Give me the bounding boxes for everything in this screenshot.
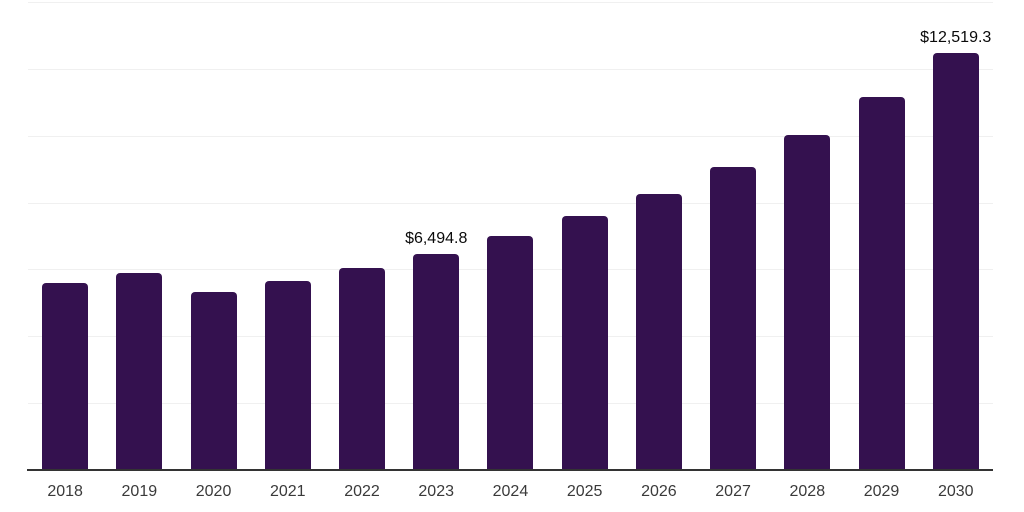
bar-2019	[116, 273, 163, 471]
x-tick-label-2025: 2025	[566, 483, 603, 500]
bar-slot-2028	[770, 3, 844, 471]
bar-2021	[264, 281, 311, 471]
x-tick-label-2018: 2018	[47, 483, 83, 500]
bar-slot-2026	[622, 3, 696, 471]
bar-2028	[784, 134, 831, 471]
bar-2018	[42, 283, 89, 471]
x-tick-label-2024: 2024	[492, 483, 529, 500]
x-tick-label-2022: 2022	[344, 483, 380, 500]
x-tick-label-2026: 2026	[641, 483, 677, 500]
data-label-2023: $6,494.8	[405, 229, 468, 247]
x-tick-label-2021: 2021	[269, 483, 306, 500]
bar-slot-2018	[28, 3, 102, 471]
bar-2022	[338, 268, 385, 471]
bar-2024	[487, 236, 534, 471]
bars-container: $6,494.8 $12,519.3	[28, 3, 993, 471]
x-tick-label-2028: 2028	[789, 483, 826, 500]
x-tick-label-2019: 2019	[121, 483, 158, 500]
x-axis-labels: 2018 2019 2020 2021 2022 2023 2024 2025 2026 2027…	[28, 482, 993, 501]
gridline-12000	[28, 68, 993, 70]
x-axis-line	[27, 469, 993, 471]
bar-slot-2019	[102, 3, 176, 471]
bar-slot-2030: $12,519.3	[919, 3, 993, 471]
bar-slot-2029	[845, 3, 919, 471]
bar-slot-2020	[177, 3, 251, 471]
bar-slot-2025	[548, 3, 622, 471]
x-tick-label-2020: 2020	[195, 483, 232, 500]
x-tick-label-2030: 2030	[937, 483, 974, 500]
bar-2020	[190, 291, 237, 471]
bar-2029	[858, 97, 905, 471]
bar-2025	[561, 216, 608, 471]
bar-slot-2022	[325, 3, 399, 471]
gridline-14000	[28, 2, 993, 3]
data-label-2030: $12,519.3	[920, 28, 992, 46]
bar-2026	[635, 193, 682, 471]
bar-slot-2027	[696, 3, 770, 471]
bar-slot-2024	[473, 3, 547, 471]
gridline-10000	[28, 135, 993, 137]
x-tick-label-2023: 2023	[418, 483, 454, 500]
x-tick-label-2027: 2027	[715, 483, 751, 500]
gridline-8000	[28, 202, 993, 204]
bar-slot-2021	[251, 3, 325, 471]
bar-2023	[413, 253, 460, 471]
plot-area: $6,494.8 $12,519.3	[28, 2, 993, 471]
bar-2027	[710, 166, 757, 471]
x-tick-label-2029: 2029	[863, 483, 900, 500]
bar-slot-2023: $6,494.8	[399, 3, 473, 471]
bar-2030	[932, 52, 979, 471]
